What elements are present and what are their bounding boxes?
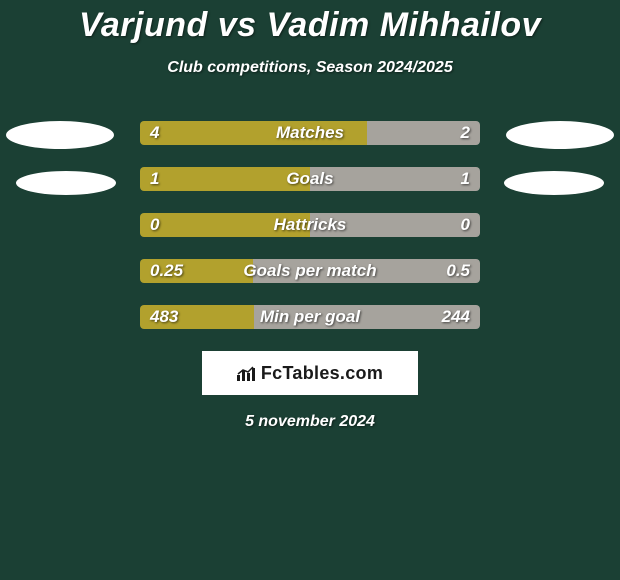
stat-label: Min per goal: [260, 307, 360, 327]
stat-label: Hattricks: [274, 215, 347, 235]
page-title: Varjund vs Vadim Mihhailov: [0, 0, 620, 45]
stat-label: Matches: [276, 123, 344, 143]
stat-bar: 0.25 0.5 Goals per match: [140, 259, 480, 283]
stat-value-left: 4: [150, 123, 159, 143]
stats-area: 4 2 Matches 1 1 Goals 0 0 Hattricks 0.25 0.5 Goals …: [0, 121, 620, 329]
date-label: 5 november 2024: [0, 413, 620, 431]
stat-label: Goals: [286, 169, 333, 189]
brand-label: FcTables.com: [237, 363, 383, 384]
stat-bar-left: [140, 167, 310, 191]
stat-bar: 0 0 Hattricks: [140, 213, 480, 237]
stat-bar: 4 2 Matches: [140, 121, 480, 145]
stat-value-right: 2: [461, 123, 470, 143]
stat-value-left: 1: [150, 169, 159, 189]
stat-row: 0.25 0.5 Goals per match: [0, 259, 620, 283]
stat-row: 0 0 Hattricks: [0, 213, 620, 237]
stat-value-right: 0.5: [446, 261, 470, 281]
chart-icon: [237, 365, 257, 381]
stat-value-left: 483: [150, 307, 178, 327]
stat-value-left: 0.25: [150, 261, 183, 281]
stat-row: 483 244 Min per goal: [0, 305, 620, 329]
stat-bar: 483 244 Min per goal: [140, 305, 480, 329]
stat-value-right: 0: [461, 215, 470, 235]
brand-box: FcTables.com: [202, 351, 418, 395]
stat-bar: 1 1 Goals: [140, 167, 480, 191]
stat-row: 1 1 Goals: [0, 167, 620, 191]
subtitle: Club competitions, Season 2024/2025: [0, 59, 620, 77]
stat-bar-right: [310, 167, 480, 191]
stat-row: 4 2 Matches: [0, 121, 620, 145]
stat-label: Goals per match: [243, 261, 376, 281]
stat-value-right: 244: [442, 307, 470, 327]
stat-value-right: 1: [461, 169, 470, 189]
stat-value-left: 0: [150, 215, 159, 235]
